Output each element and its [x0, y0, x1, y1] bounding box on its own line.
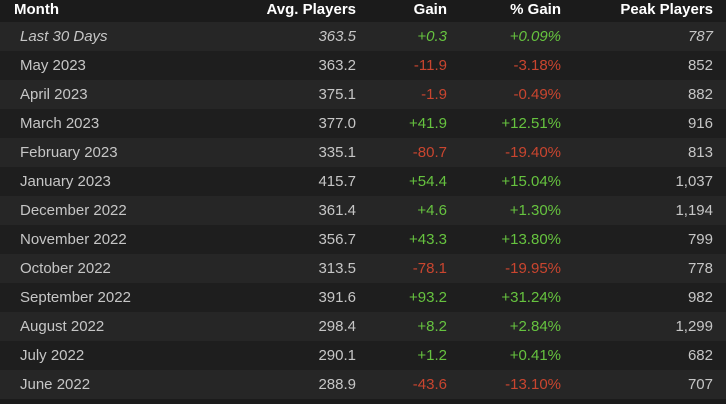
table-cell: +31.24% — [447, 283, 561, 312]
table-row: June 2022 288.9 -43.6 -13.10% 707 — [0, 370, 726, 399]
table-cell: -1.9 — [356, 80, 447, 109]
table-cell: 1,299 — [561, 312, 726, 341]
table-cell: 1,194 — [561, 196, 726, 225]
table-cell: 982 — [561, 283, 726, 312]
table-cell: +15.04% — [447, 167, 561, 196]
table-cell: -19.40% — [447, 138, 561, 167]
table-cell: 375.1 — [230, 80, 356, 109]
table-cell: December 2022 — [0, 196, 230, 225]
table-cell: March 2023 — [0, 109, 230, 138]
table-cell: June 2022 — [0, 370, 230, 399]
table-cell: November 2022 — [0, 225, 230, 254]
table-cell: +54.4 — [356, 167, 447, 196]
table-cell: August 2022 — [0, 312, 230, 341]
table-cell: +1.2 — [356, 341, 447, 370]
table-cell: 361.4 — [230, 196, 356, 225]
table-cell: -80.7 — [356, 138, 447, 167]
table-cell: 916 — [561, 109, 726, 138]
table-cell: 799 — [561, 225, 726, 254]
table-cell: -13.10% — [447, 370, 561, 399]
table-cell: +8.2 — [356, 312, 447, 341]
column-header: % Gain — [447, 0, 561, 22]
table-cell: -3.18% — [447, 51, 561, 80]
table-row: December 2022 361.4 +4.6 +1.30% 1,194 — [0, 196, 726, 225]
table-cell: Last 30 Days — [0, 22, 230, 51]
table-cell: +1.30% — [447, 196, 561, 225]
table-cell: -0.49% — [447, 80, 561, 109]
table-cell: 778 — [561, 254, 726, 283]
table-cell: October 2022 — [0, 254, 230, 283]
table-cell: +2.84% — [447, 312, 561, 341]
table-cell: 813 — [561, 138, 726, 167]
table-row: Last 30 Days 363.5 +0.3 +0.09% 787 — [0, 22, 726, 51]
table-cell: 1,037 — [561, 167, 726, 196]
table-cell: 391.6 — [230, 283, 356, 312]
table-cell: +4.6 — [356, 196, 447, 225]
table-cell: 290.1 — [230, 341, 356, 370]
table-row: September 2022 391.6 +93.2 +31.24% 982 — [0, 283, 726, 312]
table-row: March 2023 377.0 +41.9 +12.51% 916 — [0, 109, 726, 138]
table-cell: 313.5 — [230, 254, 356, 283]
table-row: April 2023 375.1 -1.9 -0.49% 882 — [0, 80, 726, 109]
table-cell: 787 — [561, 22, 726, 51]
table-cell: September 2022 — [0, 283, 230, 312]
table-row: August 2022 298.4 +8.2 +2.84% 1,299 — [0, 312, 726, 341]
table-cell: April 2023 — [0, 80, 230, 109]
table-cell: 682 — [561, 341, 726, 370]
table-cell: +0.09% — [447, 22, 561, 51]
table-cell: +0.3 — [356, 22, 447, 51]
table-cell: +12.51% — [447, 109, 561, 138]
table-row: November 2022 356.7 +43.3 +13.80% 799 — [0, 225, 726, 254]
table-cell: 335.1 — [230, 138, 356, 167]
column-header: Month — [0, 0, 230, 22]
table-cell: 377.0 — [230, 109, 356, 138]
table-cell: July 2022 — [0, 341, 230, 370]
table-cell: 882 — [561, 80, 726, 109]
table-cell: February 2023 — [0, 138, 230, 167]
table-cell: -19.95% — [447, 254, 561, 283]
table-cell: 707 — [561, 370, 726, 399]
table-cell: 852 — [561, 51, 726, 80]
table-cell: -11.9 — [356, 51, 447, 80]
table-cell: -43.6 — [356, 370, 447, 399]
table-cell: 298.4 — [230, 312, 356, 341]
table-cell: +41.9 — [356, 109, 447, 138]
table-cell: 356.7 — [230, 225, 356, 254]
table-body: Last 30 Days 363.5 +0.3 +0.09% 787 May 2023 36… — [0, 22, 726, 399]
table-cell: +13.80% — [447, 225, 561, 254]
column-header: Avg. Players — [230, 0, 356, 22]
table-row: October 2022 313.5 -78.1 -19.95% 778 — [0, 254, 726, 283]
table-cell: +93.2 — [356, 283, 447, 312]
column-header: Peak Players — [561, 0, 726, 22]
table-cell: 415.7 — [230, 167, 356, 196]
header-row: Month Avg. Players Gain% Gain Peak Players — [0, 0, 726, 22]
table-cell: May 2023 — [0, 51, 230, 80]
table-cell: -78.1 — [356, 254, 447, 283]
table-cell: +43.3 — [356, 225, 447, 254]
table-cell: 288.9 — [230, 370, 356, 399]
table-cell: +0.41% — [447, 341, 561, 370]
table-row: May 2023 363.2 -11.9 -3.18% 852 — [0, 51, 726, 80]
table-row: February 2023 335.1 -80.7 -19.40% 813 — [0, 138, 726, 167]
column-header: Gain — [356, 0, 447, 22]
table-row: July 2022 290.1 +1.2 +0.41% 682 — [0, 341, 726, 370]
table-cell: 363.5 — [230, 22, 356, 51]
table-cell: 363.2 — [230, 51, 356, 80]
table-cell: January 2023 — [0, 167, 230, 196]
table-row: January 2023 415.7 +54.4 +15.04% 1,037 — [0, 167, 726, 196]
